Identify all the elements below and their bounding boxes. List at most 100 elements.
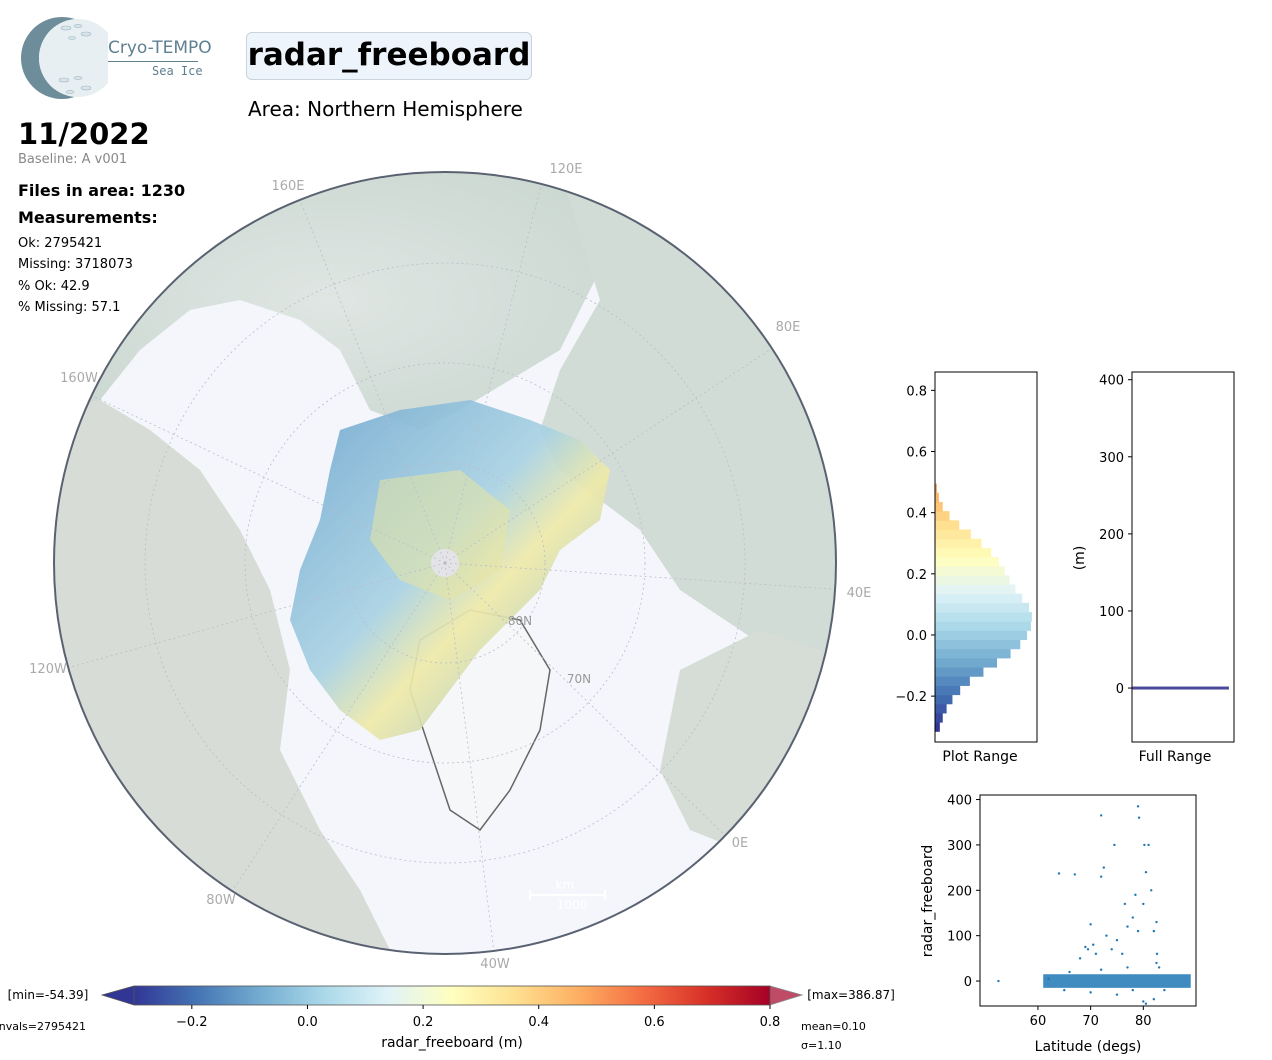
colorbar-tick-label: 0.4 (528, 1015, 549, 1030)
scatter-frame (979, 794, 1197, 1007)
ytick-label: 0 (964, 975, 972, 990)
histogram-bar (935, 667, 984, 677)
scatter-point (1157, 966, 1161, 969)
scatter-point (1089, 991, 1092, 994)
xtick-label: 70 (1082, 1014, 1099, 1029)
full-range-bar (1132, 686, 1229, 690)
scatter-point (1163, 988, 1166, 992)
scatter-point (997, 979, 1000, 983)
measurements-heading: Measurements: (18, 208, 158, 227)
scatter-point (1150, 889, 1153, 892)
full-range-bar-line (1132, 686, 1229, 690)
histogram-bar (935, 602, 1029, 613)
high-freeboard-region (370, 470, 510, 600)
ytick-label: 300 (947, 839, 972, 854)
colorbar-tick-label: 0.0 (297, 1015, 318, 1030)
scatter-points (997, 805, 1166, 1005)
colorbar-tick-label: 0.6 (644, 1015, 665, 1030)
colorbar-max-extend (769, 985, 804, 1006)
scatter-point (1063, 988, 1066, 992)
histogram-bar (935, 630, 1028, 641)
histogram-bar (935, 593, 1023, 604)
scatter-point (1155, 961, 1158, 965)
polar-map[interactable]: km 1000 80N 70N (40, 150, 860, 970)
scatter-point (1152, 929, 1156, 933)
ytick-label: 100 (1099, 605, 1124, 620)
colorbar-gradient (133, 985, 771, 1006)
colorbar-nvals-text: nvals=2795421 (0, 1020, 86, 1033)
histogram-bar (935, 722, 940, 732)
scatter-point (1134, 893, 1137, 897)
histogram-bar (935, 712, 943, 723)
scale-bar (529, 890, 606, 900)
scatter-point (1084, 945, 1087, 949)
scatter-point (1078, 957, 1082, 960)
scatter-point (1068, 970, 1071, 974)
plot-range-yticks: −0.2 0.0 0.2 0.4 0.6 0.8 (895, 384, 935, 705)
scatter-point (1105, 934, 1108, 937)
scatter-point (1047, 977, 1050, 980)
latitude-scatter: 60 70 80 0 100 200 300 400 Latitude (degs) rad… (920, 794, 1197, 1055)
lon-label-160w: 160W (60, 371, 98, 386)
map-border (53, 171, 837, 955)
page-title: radar_freeboard (246, 32, 532, 80)
scatter-point (1136, 805, 1140, 808)
date-label: 11/2022 (18, 117, 150, 151)
ytick-label: 0.8 (906, 384, 927, 399)
histogram-bar (935, 547, 992, 558)
ytick-label: −0.2 (895, 690, 927, 705)
scatter-point (1131, 988, 1134, 992)
area-label: Area: Northern Hemisphere (248, 97, 523, 121)
colorbar-min-extend (100, 985, 135, 1006)
scale-value: 1000 (557, 898, 588, 912)
scatter-point (1144, 1002, 1148, 1005)
colorbar-tick-label: −0.2 (176, 1015, 208, 1030)
histogram-bar (935, 685, 961, 696)
histogram-bar (935, 520, 960, 530)
histogram-bar (935, 511, 950, 521)
scatter-point (1089, 923, 1092, 926)
stat-missing: Missing: 3718073 (18, 257, 133, 272)
lon-label-80w: 80W (206, 893, 236, 908)
lon-label-120w: 120W (29, 662, 67, 677)
stat-pct-ok: % Ok: 42.9 (18, 279, 90, 294)
histogram-bar (935, 648, 1011, 659)
ytick-label: 0.2 (906, 568, 927, 583)
ytick-label: 200 (1099, 528, 1124, 543)
histogram-bar (935, 538, 982, 549)
scatter-point (1092, 943, 1095, 946)
ytick-label: 100 (947, 930, 972, 945)
scatter-point (1073, 873, 1077, 876)
ytick-label: 0.6 (906, 446, 927, 461)
histogram-bar (935, 703, 947, 714)
ytick-label: 400 (947, 794, 972, 809)
xtick-label: 80 (1135, 1014, 1152, 1029)
lon-label-40w: 40W (480, 957, 510, 972)
colorbar-tick-label: 0.8 (760, 1015, 781, 1030)
logo-divider (108, 61, 198, 62)
histogram-bar (935, 676, 970, 686)
scatter-point (1126, 925, 1129, 928)
histogram-bar (935, 621, 1031, 631)
scatter-point (1094, 952, 1098, 956)
scatter-point (1115, 993, 1119, 996)
stat-ok: Ok: 2795421 (18, 236, 103, 251)
histogram-bar (935, 575, 1010, 586)
scatter-point (1115, 939, 1119, 942)
scatter-yticks: 0 100 200 300 400 (947, 794, 980, 990)
full-range-yticks: 0 100 200 300 400 (1099, 374, 1132, 697)
scale-unit: km (556, 878, 575, 892)
histogram-bar (935, 529, 971, 540)
ytick-label: 0.0 (906, 629, 927, 644)
lon-label-80e: 80E (776, 320, 801, 335)
plot-range-xlabel: Plot Range (942, 749, 1017, 765)
scatter-point (1137, 816, 1141, 819)
colorbar-ticks: −0.2 0.0 0.2 0.4 0.6 0.8 (176, 1005, 780, 1030)
lat-label-70n: 70N (567, 672, 591, 686)
colorbar-sigma-text: σ=1.10 (801, 1039, 842, 1052)
colorbar-max-text: [max=386.87] (807, 988, 895, 1002)
scatter-point (1142, 1000, 1145, 1003)
scatter-point (1086, 948, 1090, 951)
histogram-bar (935, 639, 1021, 650)
full-range-frame (1131, 371, 1235, 743)
